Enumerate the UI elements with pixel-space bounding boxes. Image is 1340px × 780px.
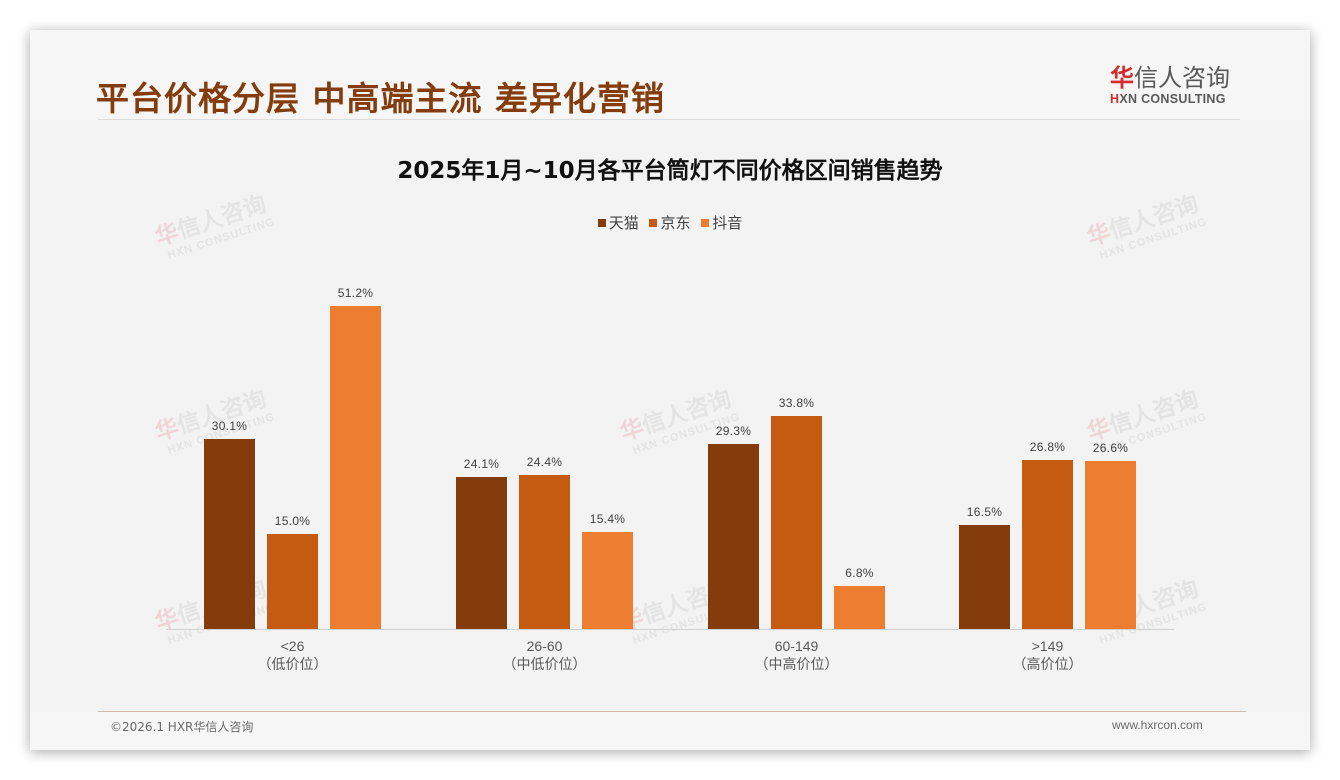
data-label: 15.4% [589,511,626,526]
header-band [30,30,1310,120]
data-label: 30.1% [211,419,248,434]
category-tier: （低价位） [257,657,328,673]
data-label: 24.4% [526,455,563,470]
category-range: >149 [1031,638,1064,654]
title-divider [98,119,1240,120]
data-label: 33.8% [778,395,815,410]
x-tick-label: >149 （高价位） [968,637,1128,675]
bar [1022,459,1073,629]
legend-item-jd: 京东 [649,212,691,233]
company-logo: 华信人咨询 HXN CONSULTING [1110,64,1240,106]
data-label: 15.0% [274,514,311,529]
logo-en: HXN CONSULTING [1110,92,1226,106]
bar [959,524,1010,629]
chart-title: 2025年1月~10月各平台筒灯不同价格区间销售趋势 [397,158,943,184]
page-title: 平台价格分层 中高端主流 差异化营销 [96,79,665,118]
category-tier: （高价位） [1012,657,1083,673]
bar [834,586,885,629]
legend-item-tmall: 天猫 [597,212,639,233]
bar [708,444,759,629]
footer-band [30,712,1310,750]
category-range: 26-60 [526,638,563,654]
data-label: 24.1% [463,456,500,471]
chart-legend: 天猫 京东 抖音 [30,212,1310,233]
bar [582,531,633,629]
slide: 华信人咨询 HXN CONSULTING 华信人咨询 HXN CONSULTING … [30,30,1310,750]
footer-divider [98,711,1246,712]
data-label: 6.8% [845,566,874,581]
category-tier: （中低价位） [502,657,587,673]
logo-cn: 华信人咨询 [1110,64,1230,92]
data-label: 29.3% [715,424,752,439]
bar [456,476,507,629]
legend-swatch-icon [701,218,710,227]
bar [204,439,255,629]
data-label: 26.6% [1092,441,1129,456]
category-tier: （中高价位） [754,657,839,673]
data-label: 51.2% [337,285,374,300]
data-label: 26.8% [1029,439,1066,454]
footer-copyright: ©2026.1 HXR华信人咨询 [110,720,254,734]
bar [1085,461,1136,629]
legend-swatch-icon [649,218,658,227]
x-tick-label: <26 （低价位） [213,637,373,675]
category-range: <26 [280,638,305,654]
bar [330,305,381,629]
data-label: 16.5% [966,504,1003,519]
category-range: 60-149 [774,638,819,654]
legend-swatch-icon [597,218,606,227]
bar [771,415,822,629]
x-axis-line [166,629,1174,630]
x-tick-label: 60-149 （中高价位） [717,637,877,675]
x-tick-label: 26-60 （中低价位） [465,637,625,675]
legend-item-douyin: 抖音 [701,212,742,233]
bar-chart-plot: 30.1% 15.0% 51.2% <26 （低价位） 24.1% 24.4% 15.4% 26… [166,180,1176,673]
bar [519,475,570,629]
bar [267,534,318,629]
footer-website: www.hxrcon.com [1112,718,1203,732]
